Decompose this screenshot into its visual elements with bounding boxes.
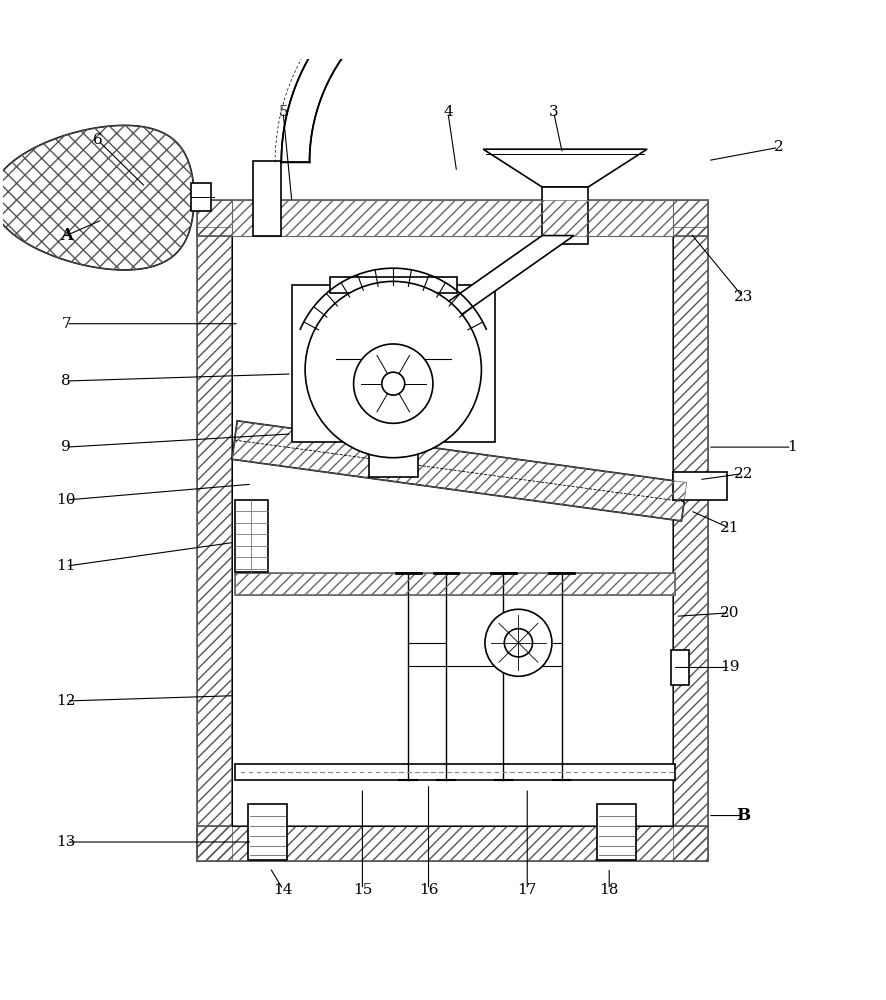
Circle shape: [305, 281, 481, 458]
Bar: [672, 227, 707, 861]
Text: 3: 3: [548, 105, 558, 119]
Text: 9: 9: [61, 440, 71, 454]
Text: 14: 14: [273, 883, 292, 897]
Bar: [330, 277, 456, 293]
Bar: [197, 200, 707, 236]
Bar: [197, 826, 707, 861]
Text: 13: 13: [57, 835, 76, 849]
Text: 5: 5: [278, 105, 288, 119]
Bar: [672, 227, 707, 861]
Bar: [234, 573, 674, 595]
Text: B: B: [735, 807, 750, 824]
Bar: [234, 500, 268, 572]
Text: 20: 20: [719, 606, 739, 620]
Circle shape: [381, 372, 404, 395]
Bar: [197, 227, 232, 861]
Bar: [191, 183, 211, 211]
Bar: [253, 161, 281, 236]
Text: 4: 4: [442, 105, 452, 119]
Text: 23: 23: [733, 290, 752, 304]
Text: 6: 6: [93, 133, 103, 147]
Bar: [234, 764, 674, 780]
Text: 1: 1: [786, 440, 796, 454]
Text: 10: 10: [57, 493, 76, 507]
Polygon shape: [672, 472, 727, 500]
Text: 7: 7: [61, 317, 71, 331]
Bar: [197, 200, 707, 236]
Text: 17: 17: [517, 883, 536, 897]
Text: 2: 2: [773, 140, 782, 154]
Polygon shape: [232, 421, 686, 521]
Bar: [247, 804, 286, 860]
Bar: [670, 650, 688, 685]
Circle shape: [504, 629, 532, 657]
Text: 15: 15: [353, 883, 371, 897]
Bar: [197, 826, 707, 861]
Text: A: A: [59, 227, 73, 244]
Text: 11: 11: [57, 559, 76, 573]
Text: 22: 22: [733, 467, 752, 481]
Bar: [291, 285, 494, 442]
Text: 19: 19: [719, 660, 739, 674]
Bar: [369, 442, 417, 477]
Polygon shape: [281, 0, 493, 162]
Bar: [596, 804, 635, 860]
Text: 18: 18: [599, 883, 618, 897]
Bar: [234, 573, 674, 595]
Polygon shape: [0, 125, 194, 270]
Circle shape: [354, 344, 432, 423]
Text: 12: 12: [57, 694, 76, 708]
Circle shape: [485, 609, 551, 676]
Polygon shape: [483, 149, 647, 187]
Bar: [232, 200, 672, 236]
Text: 16: 16: [418, 883, 438, 897]
Text: 8: 8: [61, 374, 71, 388]
Bar: [541, 187, 587, 244]
Polygon shape: [429, 236, 573, 315]
Bar: [197, 227, 232, 861]
Bar: [232, 200, 672, 236]
Text: 21: 21: [719, 521, 739, 535]
